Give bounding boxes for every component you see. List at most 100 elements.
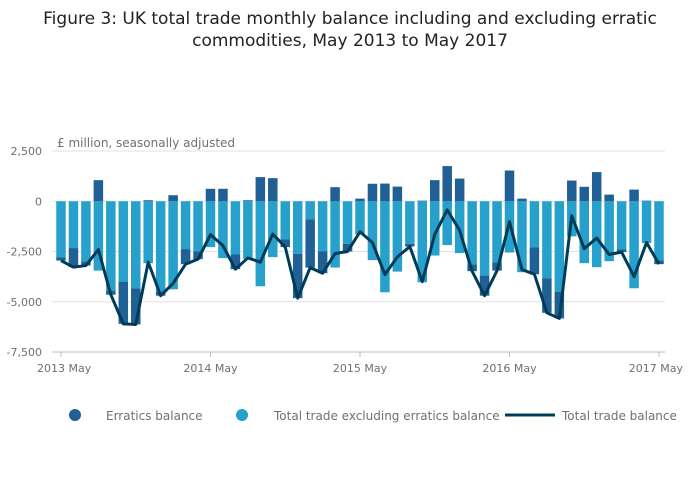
erratics-bar	[542, 278, 552, 313]
excl-erratics-bar	[93, 201, 104, 271]
erratics-bar	[180, 249, 191, 265]
excl-erratics-bar	[255, 201, 266, 287]
erratics-bar	[193, 251, 203, 260]
excl-erratics-bar	[317, 201, 328, 252]
x-tick-label: 2014 May	[183, 362, 238, 375]
excl-erratics-bar	[641, 201, 652, 244]
erratics-bar	[454, 178, 465, 202]
excl-erratics-bar	[579, 201, 589, 264]
x-tick-label: 2016 May	[482, 362, 537, 375]
excl-erratics-bar	[629, 201, 639, 289]
erratics-bar	[367, 183, 378, 202]
excl-erratics-bar	[81, 201, 91, 262]
erratics-bar	[280, 239, 290, 248]
excl-erratics-bar	[380, 201, 390, 293]
erratics-bar	[243, 200, 253, 202]
erratics-bar	[268, 178, 278, 202]
erratics-bar	[479, 275, 490, 296]
excl-erratics-bar	[68, 201, 79, 249]
erratics-bar	[230, 254, 241, 270]
erratics-bar	[292, 253, 303, 299]
excl-erratics-bar	[405, 201, 415, 244]
y-tick-label: 2,500	[11, 145, 43, 158]
erratics-bar	[529, 247, 540, 275]
legend-excl-erratics-label: Total trade excluding erratics balance	[273, 409, 500, 423]
excl-erratics-bar	[542, 201, 552, 279]
y-tick-label: -7,500	[7, 346, 42, 359]
excl-erratics-bar	[292, 201, 303, 254]
y-ticks: 2,500 0 -2,500 -5,000 -7,500	[7, 145, 42, 359]
excl-erratics-bar	[554, 201, 565, 292]
excl-erratics-bar	[56, 201, 66, 258]
erratics-bar	[629, 189, 639, 202]
erratics-bar	[131, 288, 141, 325]
erratics-bar	[205, 188, 216, 202]
erratics-bar	[641, 200, 652, 202]
erratics-bar	[380, 183, 390, 202]
y-tick-label: -5,000	[7, 296, 42, 309]
erratics-bar	[218, 188, 228, 202]
excl-erratics-bar	[168, 201, 178, 290]
erratics-bar	[93, 180, 104, 202]
erratics-bar	[554, 291, 565, 319]
erratics-bar	[591, 172, 602, 202]
excl-erratics-bar	[218, 201, 228, 259]
excl-erratics-bar	[305, 201, 315, 220]
excl-erratics-bar	[155, 201, 166, 292]
excl-erratics-bar	[367, 201, 378, 261]
chart-title: Figure 3: UK total trade monthly balance…	[43, 9, 657, 51]
erratics-bar	[392, 186, 403, 202]
excl-erratics-bar	[529, 201, 540, 248]
legend: Erratics balance Total trade excluding er…	[69, 409, 677, 423]
x-tick-label: 2015 May	[333, 362, 388, 375]
excl-erratics-bar	[193, 201, 203, 252]
erratics-bar	[143, 200, 153, 202]
legend-excl-erratics-marker	[236, 409, 248, 421]
excl-erratics-bar	[442, 201, 452, 246]
excl-erratics-bar	[454, 201, 465, 254]
total-trade-line	[60, 208, 661, 326]
excl-erratics-bar	[430, 201, 440, 256]
erratics-bar	[330, 187, 340, 202]
erratics-bar	[305, 219, 315, 268]
legend-erratics-label: Erratics balance	[106, 409, 203, 423]
y-axis-label: £ million, seasonally adjusted	[57, 136, 235, 150]
x-tick-label: 2013 May	[37, 362, 92, 375]
erratics-bar	[517, 198, 527, 202]
legend-erratics-marker	[69, 409, 81, 421]
erratics-bar	[355, 198, 365, 202]
erratics-bar	[56, 257, 66, 261]
excl-erratics-bar	[131, 201, 141, 289]
erratics-bar	[430, 180, 440, 202]
erratics-bar	[342, 243, 353, 252]
excl-erratics-bar	[143, 201, 153, 264]
excl-erratics-bar	[479, 201, 490, 276]
erratics-bar	[317, 251, 328, 274]
legend-total-label: Total trade balance	[561, 409, 677, 423]
erratics-bar	[68, 248, 79, 268]
erratics-bar	[604, 194, 614, 202]
excl-erratics-bar	[604, 201, 614, 262]
excl-erratics-bar	[392, 201, 403, 272]
excl-erratics-bar	[517, 201, 527, 273]
excl-erratics-bar	[467, 201, 477, 265]
total-line	[60, 208, 661, 326]
excl-erratics-bar	[280, 201, 290, 240]
bars	[56, 166, 664, 325]
erratics-bar	[255, 177, 266, 202]
x-axis: 2013 May 2014 May 2015 May 2016 May 2017 May	[37, 351, 683, 375]
erratics-bar	[504, 170, 515, 202]
y-tick-label: 0	[35, 195, 42, 208]
erratics-bar	[579, 186, 589, 202]
excl-erratics-bar	[342, 201, 353, 244]
excl-erratics-bar	[355, 201, 365, 235]
excl-erratics-bar	[180, 201, 191, 250]
erratics-bar	[168, 195, 178, 202]
erratics-bar	[442, 166, 452, 202]
excl-erratics-bar	[616, 201, 627, 250]
excl-erratics-bar	[243, 201, 253, 259]
excl-erratics-bar	[230, 201, 241, 255]
excl-erratics-bar	[591, 201, 602, 268]
erratics-bar	[417, 200, 428, 202]
